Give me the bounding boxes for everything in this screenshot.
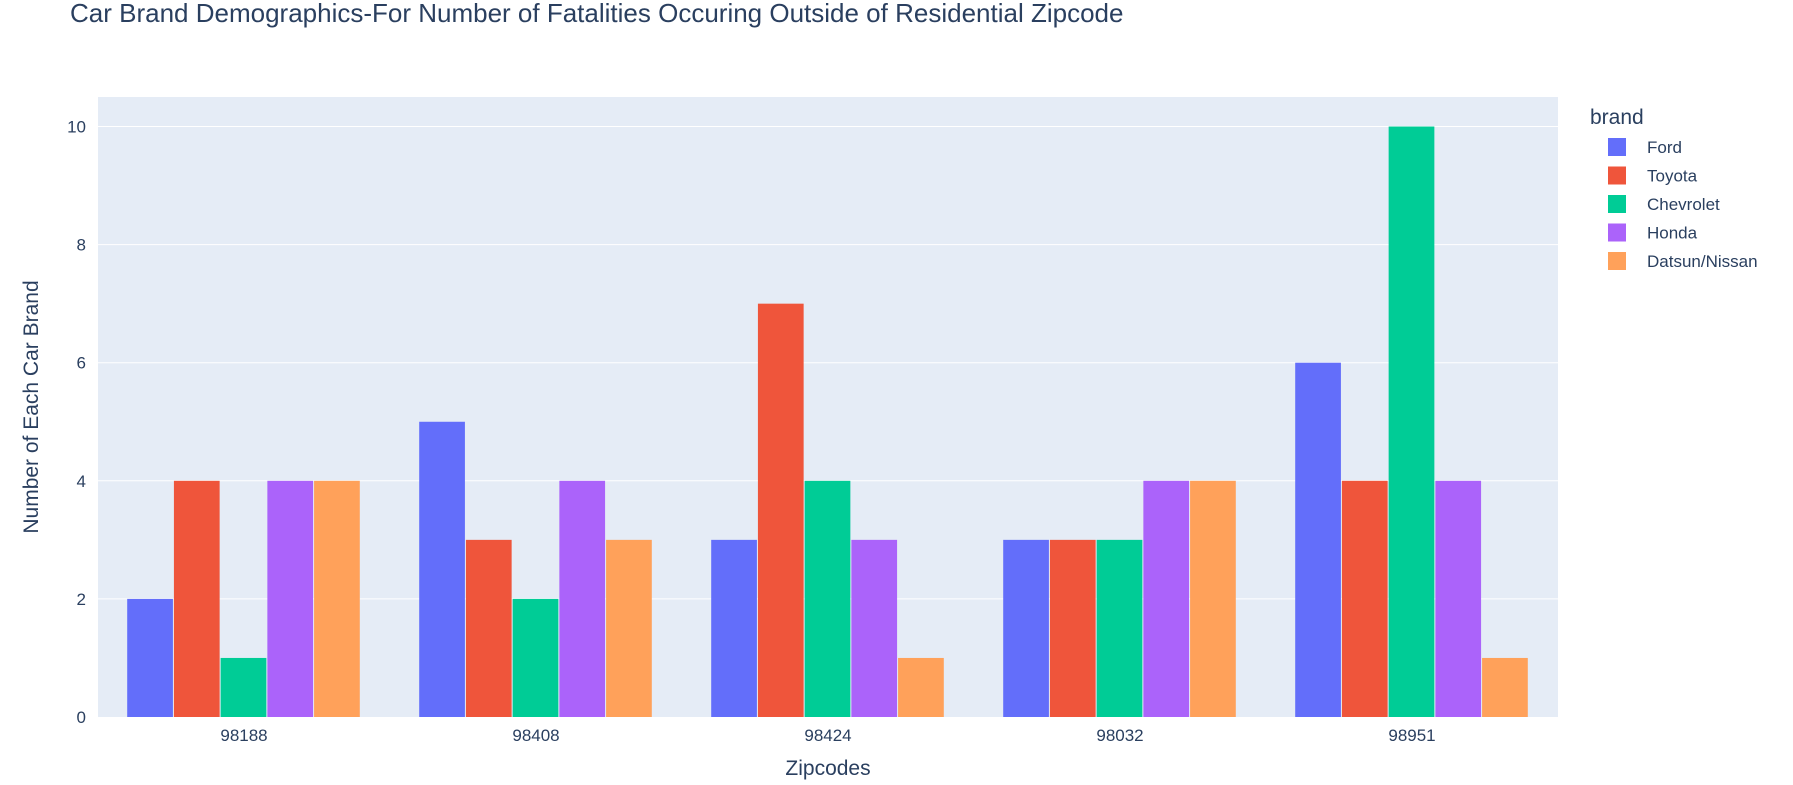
bar-honda-98188 [267, 480, 314, 717]
legend-swatch [1608, 138, 1626, 156]
y-tick-label: 4 [77, 472, 86, 491]
legend-swatch [1608, 195, 1626, 213]
x-tick-label: 98424 [804, 726, 851, 745]
x-tick-label: 98951 [1388, 726, 1435, 745]
legend-swatch [1608, 166, 1626, 185]
x-axis-ticks: 98188 98408 98424 98032 98951 [220, 726, 1435, 745]
bar-ford-98424 [711, 539, 757, 717]
bar-ford-98032 [1003, 539, 1049, 717]
bar-datsun-nissan-98424 [898, 657, 944, 717]
bar-datsun-nissan-98188 [314, 480, 360, 717]
x-axis-title: Zipcodes [785, 757, 870, 780]
bar-honda-98424 [851, 539, 898, 717]
legend: brand Ford Toyota Chevrolet Honda Datsun/Nis… [1590, 106, 1758, 271]
bar-chevrolet-98951 [1388, 126, 1435, 718]
x-tick-label: 98188 [220, 726, 267, 745]
y-axis-title: Number of Each Car Brand [20, 280, 43, 533]
chart-title: Car Brand Demographics-For Number of Fat… [70, 0, 1123, 28]
bars [127, 126, 1528, 718]
bar-chevrolet-98408 [512, 598, 559, 717]
x-tick-label: 98032 [1096, 726, 1143, 745]
legend-swatch [1608, 252, 1626, 270]
y-tick-label: 2 [77, 590, 86, 609]
legend-label: Toyota [1647, 167, 1698, 186]
bar-ford-98188 [127, 598, 173, 717]
bar-toyota-98408 [465, 539, 512, 717]
bar-datsun-nissan-98408 [606, 539, 652, 717]
bar-toyota-98424 [757, 303, 804, 717]
y-tick-label: 6 [77, 354, 86, 373]
bar-toyota-98188 [173, 480, 220, 717]
bar-honda-98951 [1435, 480, 1482, 717]
bar-toyota-98951 [1341, 480, 1388, 717]
x-tick-label: 98408 [512, 726, 559, 745]
bar-honda-98032 [1143, 480, 1190, 717]
bar-datsun-nissan-98032 [1190, 480, 1236, 717]
y-tick-label: 10 [67, 118, 86, 137]
bar-honda-98408 [559, 480, 606, 717]
bar-ford-98951 [1295, 362, 1341, 717]
bar-chevrolet-98032 [1096, 539, 1143, 717]
legend-title: brand [1590, 106, 1644, 129]
legend-label: Honda [1647, 224, 1698, 243]
y-axis-ticks: 0 2 4 6 8 10 [67, 118, 86, 727]
bar-chevrolet-98188 [220, 657, 267, 717]
legend-swatch [1608, 223, 1626, 242]
y-tick-label: 8 [77, 236, 86, 255]
legend-label: Chevrolet [1647, 195, 1720, 214]
bar-chevrolet-98424 [804, 480, 851, 717]
bar-toyota-98032 [1049, 539, 1096, 717]
legend-label: Ford [1647, 138, 1682, 157]
legend-label: Datsun/Nissan [1647, 252, 1758, 271]
y-tick-label: 0 [77, 708, 86, 727]
bar-ford-98408 [419, 421, 465, 717]
bar-datsun-nissan-98951 [1482, 657, 1528, 717]
